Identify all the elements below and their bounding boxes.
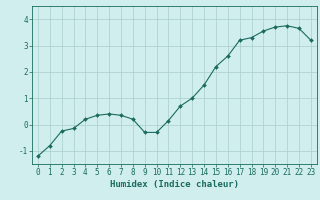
X-axis label: Humidex (Indice chaleur): Humidex (Indice chaleur) [110,180,239,189]
